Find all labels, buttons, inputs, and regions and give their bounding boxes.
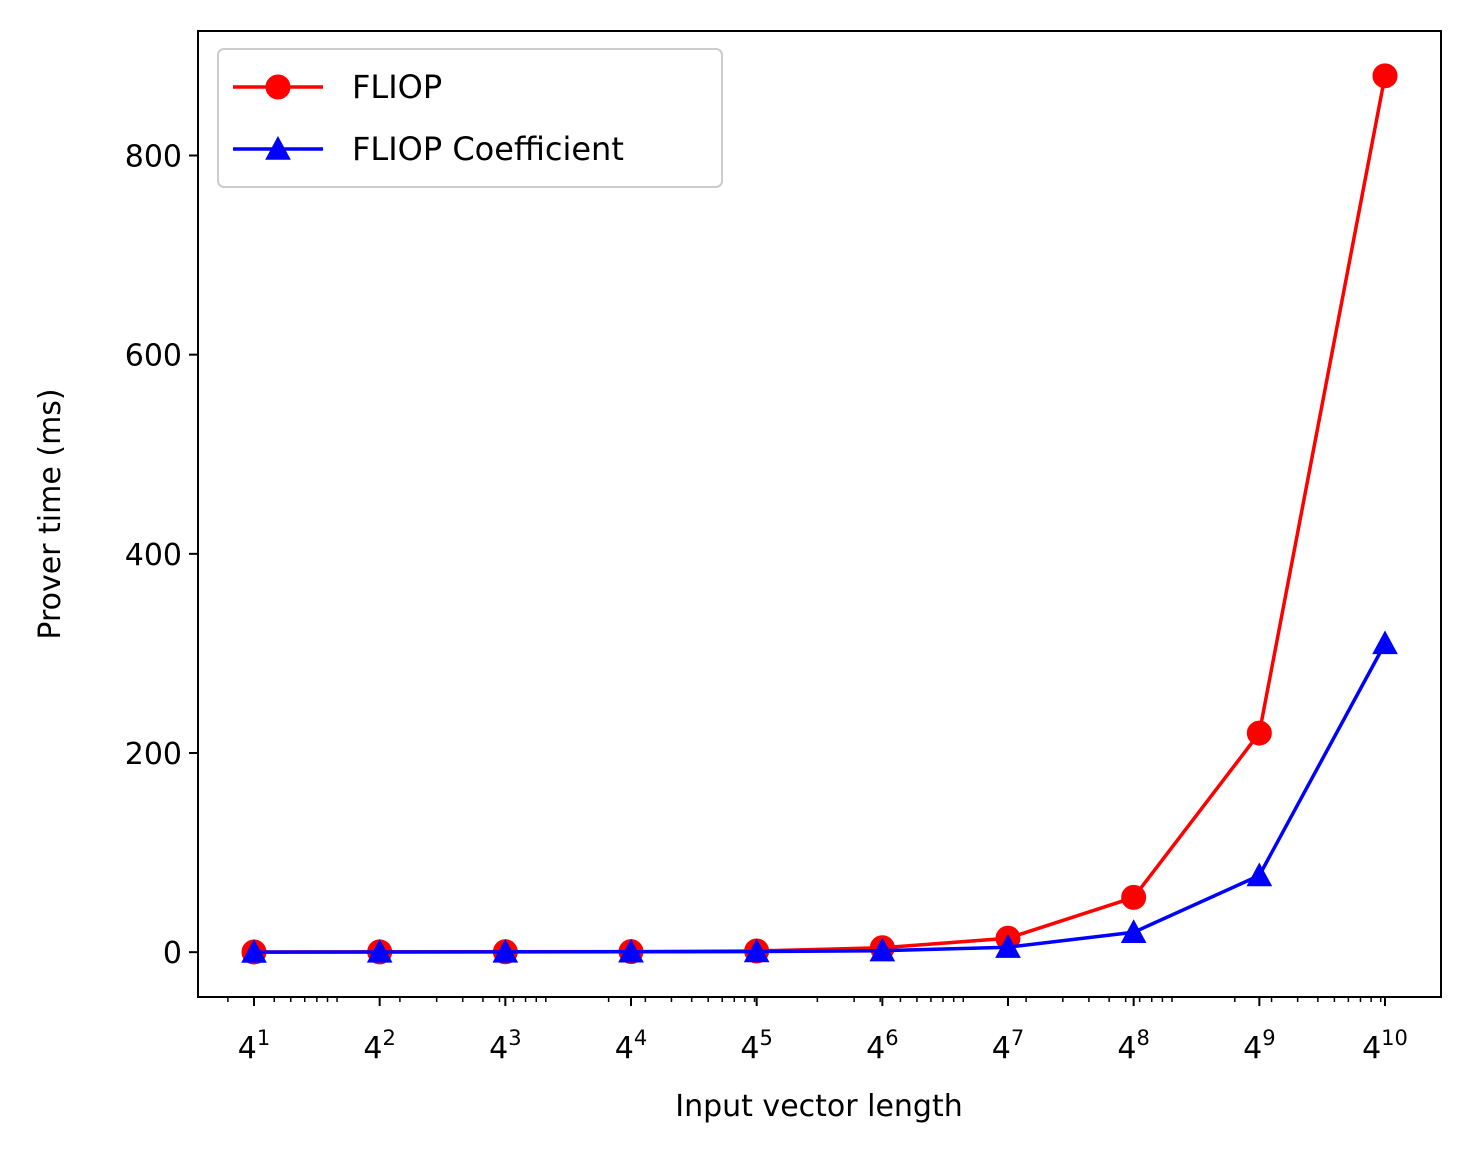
legend-item: FLIOP (233, 68, 442, 106)
x-tick-label: 49 (1243, 1026, 1275, 1066)
data-point (618, 938, 644, 963)
data-point (1372, 63, 1398, 89)
data-point (1246, 720, 1272, 746)
series-layer (241, 63, 1398, 965)
data-point (1120, 919, 1147, 943)
x-tick-label: 410 (1362, 1026, 1408, 1066)
y-axis-label: Prover time (ms) (33, 388, 68, 639)
x-tick-label: 46 (866, 1026, 898, 1066)
legend-marker (265, 135, 291, 160)
y-tick-label: 0 (163, 936, 182, 971)
series-line (253, 75, 1387, 954)
data-point (1246, 862, 1273, 887)
data-point (1372, 630, 1398, 655)
x-tick-label: 42 (363, 1026, 395, 1066)
legend: FLIOP FLIOP Coefficient (217, 48, 723, 188)
y-tick-label: 200 (125, 737, 182, 772)
x-axis: 41 42 43 44 45 46 47 48 49 410 (227, 997, 1408, 1066)
legend-box (217, 48, 723, 188)
x-tick-label: 44 (615, 1026, 647, 1066)
y-tick-label: 400 (125, 538, 182, 573)
plot-frame (197, 30, 1442, 998)
data-point (1121, 884, 1147, 910)
y-axis: 0 200 400 600 800 (125, 139, 198, 971)
data-point (241, 939, 267, 963)
legend-item: FLIOP Coefficient (233, 130, 624, 168)
data-point (366, 938, 393, 963)
data-point (743, 938, 770, 963)
x-tick-label: 45 (740, 1026, 772, 1066)
series-2 (241, 630, 1398, 963)
series-line (253, 642, 1387, 954)
x-axis-label: Input vector length (675, 1089, 963, 1124)
y-tick-label: 600 (125, 339, 182, 374)
y-tick-label: 800 (125, 139, 182, 174)
x-tick-label: 41 (238, 1026, 270, 1066)
x-tick-label: 48 (1117, 1026, 1149, 1066)
data-point (869, 937, 896, 962)
legend-marker (265, 74, 291, 100)
series-1 (241, 63, 1398, 965)
x-tick-label: 43 (489, 1026, 521, 1066)
data-point (492, 938, 519, 963)
legend-label: FLIOP (352, 68, 442, 106)
data-point (995, 934, 1021, 958)
legend-label: FLIOP Coefficient (352, 130, 624, 168)
x-tick-label: 47 (992, 1026, 1024, 1066)
